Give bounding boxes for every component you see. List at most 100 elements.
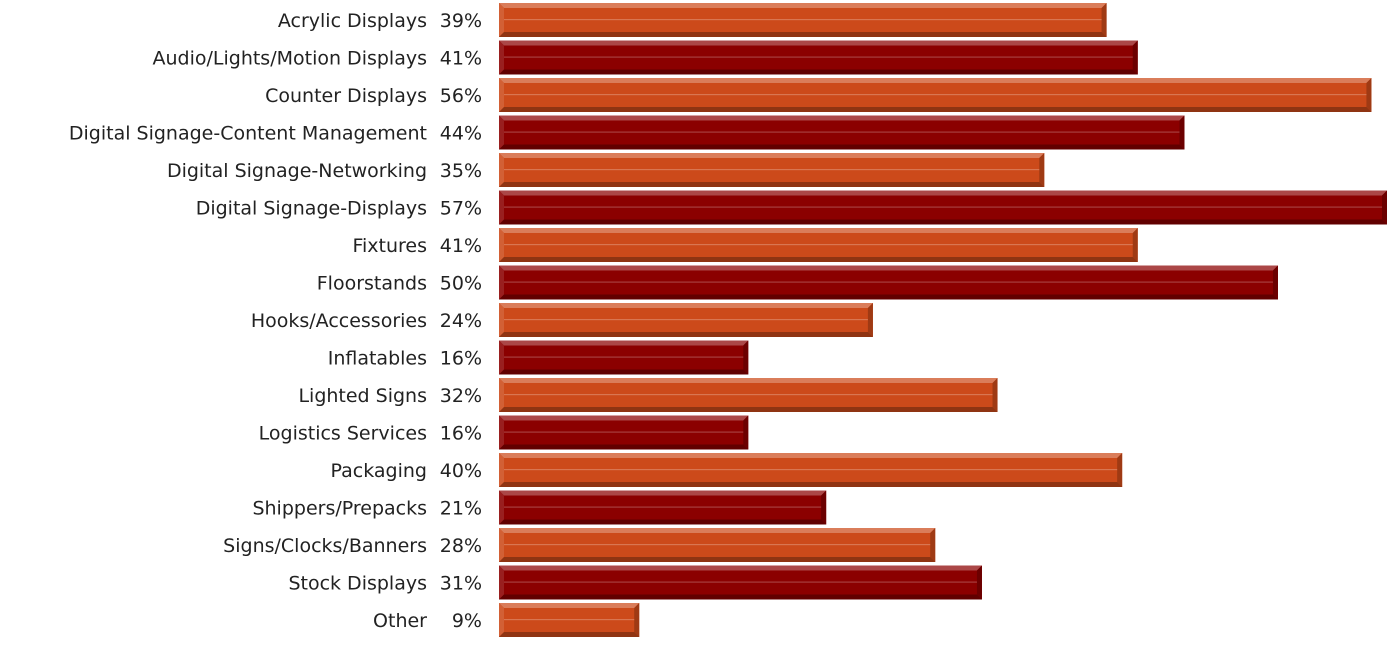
bar-bevel-bottom xyxy=(499,482,1123,487)
bar-highlight xyxy=(504,19,1102,21)
bar-bevel-top xyxy=(499,415,749,421)
bar-bevel-right xyxy=(1117,453,1123,487)
bar-bevel-left xyxy=(499,153,504,187)
bar-digital-signage-networking xyxy=(499,153,1045,187)
value-label: 16% xyxy=(440,423,482,445)
bar-highlight xyxy=(504,619,635,621)
value-label: 41% xyxy=(440,235,482,257)
bar-bevel-bottom xyxy=(499,257,1138,262)
bar-other xyxy=(499,603,640,637)
category-label: Fixtures xyxy=(352,235,427,257)
bar-bevel-left xyxy=(499,40,504,75)
bar-bevel-top xyxy=(499,565,982,571)
category-label: Digital Signage-Networking xyxy=(167,160,427,182)
bar-bevel-left xyxy=(499,490,504,525)
bar-bevel-top xyxy=(499,40,1138,46)
category-label: Other xyxy=(373,610,427,632)
bar-digital-signage-content-management xyxy=(499,115,1185,150)
bar-bevel-bottom xyxy=(499,407,998,412)
bar-highlight xyxy=(504,319,868,321)
bar-stock-displays xyxy=(499,565,982,600)
category-label: Inflatables xyxy=(328,348,427,370)
value-label: 57% xyxy=(440,198,482,220)
bar-fixtures xyxy=(499,228,1138,262)
category-label: Signs/Clocks/Banners xyxy=(223,535,427,557)
bar-highlight xyxy=(504,131,1180,133)
labels-group: Acrylic Displays 39% Audio/Lights/Motion D… xyxy=(69,10,482,632)
bar-bevel-top xyxy=(499,340,749,346)
category-label: Hooks/Accessories xyxy=(251,310,427,332)
value-label: 39% xyxy=(440,10,482,32)
bar-bevel-right xyxy=(821,490,827,525)
category-label: Counter Displays xyxy=(265,85,427,107)
bar-bevel-bottom xyxy=(499,594,982,600)
bar-bevel-top xyxy=(499,228,1138,233)
bar-bevel-right xyxy=(1132,228,1138,262)
bar-logistics-services xyxy=(499,415,749,450)
value-label: 24% xyxy=(440,310,482,332)
bar-bevel-left xyxy=(499,78,504,112)
bar-counter-displays xyxy=(499,78,1372,112)
value-label: 31% xyxy=(440,573,482,595)
value-label: 32% xyxy=(440,385,482,407)
bar-bevel-left xyxy=(499,190,504,225)
bar-bevel-top xyxy=(499,3,1107,8)
bar-bevel-right xyxy=(1039,153,1045,187)
bar-highlight xyxy=(504,56,1133,58)
bar-bevel-bottom xyxy=(499,369,749,375)
bar-bevel-top xyxy=(499,153,1045,158)
bar-bevel-right xyxy=(992,378,998,412)
bar-bevel-bottom xyxy=(499,557,936,562)
bar-bevel-right xyxy=(1101,3,1107,37)
value-label: 35% xyxy=(440,160,482,182)
bar-bevel-bottom xyxy=(499,519,827,525)
bar-bevel-left xyxy=(499,340,504,375)
category-label: Lighted Signs xyxy=(298,385,427,407)
bar-bevel-right xyxy=(1272,265,1278,300)
bar-inflatables xyxy=(499,340,749,375)
bar-highlight xyxy=(504,469,1118,471)
category-label: Stock Displays xyxy=(288,573,427,595)
bar-bevel-bottom xyxy=(499,69,1138,75)
bar-highlight xyxy=(504,394,993,396)
bar-bevel-top xyxy=(499,603,640,608)
bar-bevel-bottom xyxy=(499,444,749,450)
bar-bevel-top xyxy=(499,490,827,496)
bar-bevel-bottom xyxy=(499,107,1372,112)
bar-bevel-left xyxy=(499,415,504,450)
bar-bevel-left xyxy=(499,528,504,562)
bar-bevel-top xyxy=(499,265,1278,271)
value-label: 28% xyxy=(440,535,482,557)
bar-highlight xyxy=(504,356,744,358)
value-label: 9% xyxy=(452,610,482,632)
category-label: Digital Signage-Displays xyxy=(196,198,427,220)
value-label: 56% xyxy=(440,85,482,107)
bar-bevel-left xyxy=(499,603,504,637)
bar-bevel-left xyxy=(499,303,504,337)
bar-bevel-bottom xyxy=(499,219,1387,225)
bar-highlight xyxy=(504,431,744,433)
bar-shippers-prepacks xyxy=(499,490,827,525)
bar-bevel-left xyxy=(499,3,504,37)
value-label: 16% xyxy=(440,348,482,370)
value-label: 44% xyxy=(440,123,482,145)
bar-floorstands xyxy=(499,265,1278,300)
bar-bevel-right xyxy=(1132,40,1138,75)
bar-bevel-right xyxy=(867,303,873,337)
value-label: 40% xyxy=(440,460,482,482)
bar-bevel-bottom xyxy=(499,182,1045,187)
bar-bevel-right xyxy=(634,603,640,637)
bar-bevel-left xyxy=(499,115,504,150)
category-label: Shippers/Prepacks xyxy=(252,498,427,520)
bar-highlight xyxy=(504,544,931,546)
bar-bevel-top xyxy=(499,453,1123,458)
bar-bevel-right xyxy=(1366,78,1372,112)
bar-highlight xyxy=(504,169,1040,171)
value-label: 41% xyxy=(440,48,482,70)
category-label: Packaging xyxy=(331,460,427,482)
bar-bevel-bottom xyxy=(499,632,640,637)
bars-group xyxy=(499,3,1387,637)
bar-bevel-bottom xyxy=(499,332,873,337)
bar-highlight xyxy=(504,581,977,583)
